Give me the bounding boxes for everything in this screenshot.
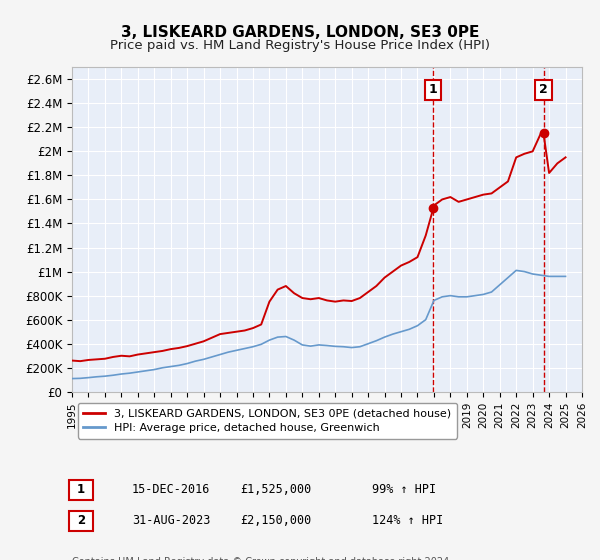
Text: £2,150,000: £2,150,000 (240, 514, 311, 527)
Text: 1: 1 (77, 483, 85, 496)
Legend: 3, LISKEARD GARDENS, LONDON, SE3 0PE (detached house), HPI: Average price, detac: 3, LISKEARD GARDENS, LONDON, SE3 0PE (de… (77, 403, 457, 438)
Text: 99% ↑ HPI: 99% ↑ HPI (372, 483, 436, 496)
Text: 3, LISKEARD GARDENS, LONDON, SE3 0PE: 3, LISKEARD GARDENS, LONDON, SE3 0PE (121, 25, 479, 40)
Text: £1,525,000: £1,525,000 (240, 483, 311, 496)
Text: 1: 1 (429, 83, 437, 96)
Text: 2: 2 (77, 514, 85, 527)
Text: 31-AUG-2023: 31-AUG-2023 (132, 514, 211, 527)
Text: 124% ↑ HPI: 124% ↑ HPI (372, 514, 443, 527)
Text: 15-DEC-2016: 15-DEC-2016 (132, 483, 211, 496)
Text: Contains HM Land Registry data © Crown copyright and database right 2024.
This d: Contains HM Land Registry data © Crown c… (72, 557, 452, 560)
Text: Price paid vs. HM Land Registry's House Price Index (HPI): Price paid vs. HM Land Registry's House … (110, 39, 490, 52)
Text: 2: 2 (539, 83, 548, 96)
